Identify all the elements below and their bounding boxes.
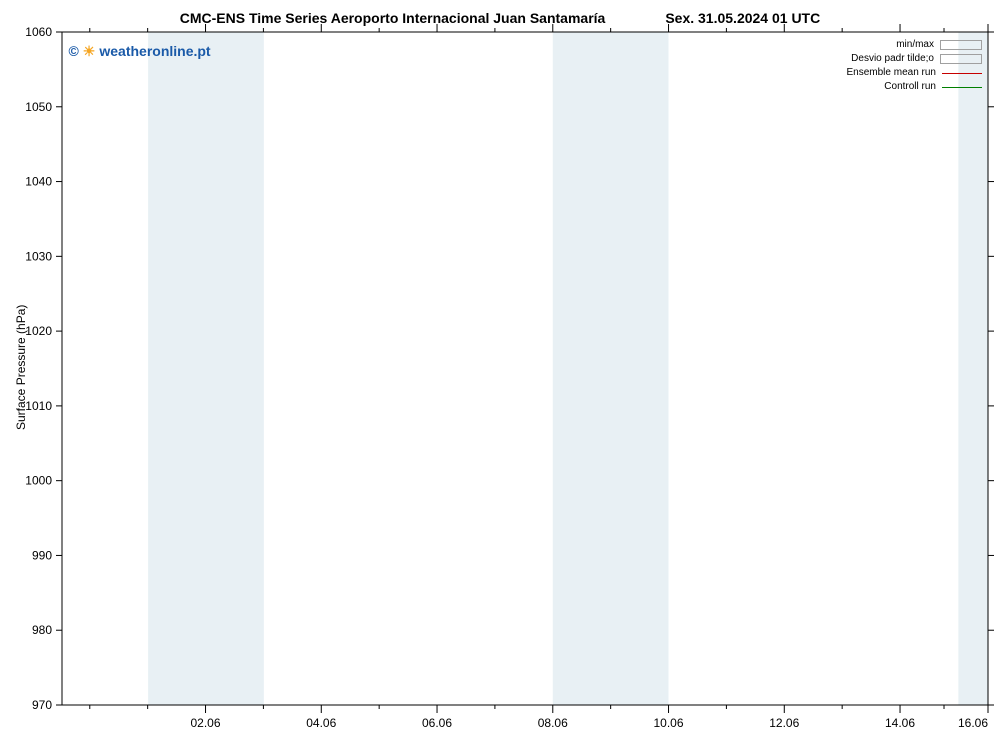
- x-tick-label: 16.06: [958, 716, 988, 730]
- legend-label: Desvio padr tilde;o: [851, 52, 934, 66]
- x-tick-label: 10.06: [654, 716, 684, 730]
- weekend-band: [553, 32, 669, 705]
- x-tick-label: 02.06: [191, 716, 221, 730]
- legend-swatch: [942, 73, 982, 74]
- legend-swatch: [942, 87, 982, 88]
- y-tick-label: 980: [32, 623, 52, 637]
- legend-label: Controll run: [884, 80, 936, 94]
- legend-swatch: [940, 54, 982, 64]
- watermark-text: weatheronline.pt: [99, 43, 210, 59]
- weekend-band: [148, 32, 264, 705]
- legend-item: Controll run: [847, 80, 983, 94]
- x-tick-label: 08.06: [538, 716, 568, 730]
- y-tick-label: 1020: [25, 324, 52, 338]
- y-tick-label: 1040: [25, 175, 52, 189]
- y-tick-label: 970: [32, 698, 52, 712]
- y-tick-label: 1050: [25, 100, 52, 114]
- chart-container: CMC-ENS Time Series Aeroporto Internacio…: [0, 0, 1000, 733]
- x-tick-label: 14.06: [885, 716, 915, 730]
- legend-label: min/max: [896, 38, 934, 52]
- legend-item: Ensemble mean run: [847, 66, 983, 80]
- x-tick-label: 06.06: [422, 716, 452, 730]
- legend: min/maxDesvio padr tilde;oEnsemble mean …: [847, 38, 983, 94]
- y-tick-label: 1030: [25, 249, 52, 263]
- copyright-symbol: ©: [68, 43, 78, 59]
- sun-icon: ☀: [83, 43, 96, 60]
- weekend-band: [958, 32, 988, 705]
- y-tick-label: 1000: [25, 474, 52, 488]
- chart-title-right: Sex. 31.05.2024 01 UTC: [665, 10, 820, 26]
- chart-title-left: CMC-ENS Time Series Aeroporto Internacio…: [180, 10, 606, 26]
- y-tick-label: 1060: [25, 25, 52, 39]
- y-tick-label: 1010: [25, 399, 52, 413]
- legend-item: min/max: [847, 38, 983, 52]
- legend-item: Desvio padr tilde;o: [847, 52, 983, 66]
- legend-label: Ensemble mean run: [847, 66, 937, 80]
- plot-svg: 970 980 990 1000 1010 1020 1030 1040 1050 1060 02.…: [0, 0, 1000, 733]
- x-tick-label: 12.06: [769, 716, 799, 730]
- legend-swatch: [940, 40, 982, 50]
- y-tick-label: 990: [32, 548, 52, 562]
- y-axis-label: Surface Pressure (hPa): [14, 305, 28, 430]
- watermark: © ☀ weatheronline.pt: [68, 43, 210, 60]
- chart-title-row: CMC-ENS Time Series Aeroporto Internacio…: [0, 10, 1000, 26]
- x-tick-label: 04.06: [306, 716, 336, 730]
